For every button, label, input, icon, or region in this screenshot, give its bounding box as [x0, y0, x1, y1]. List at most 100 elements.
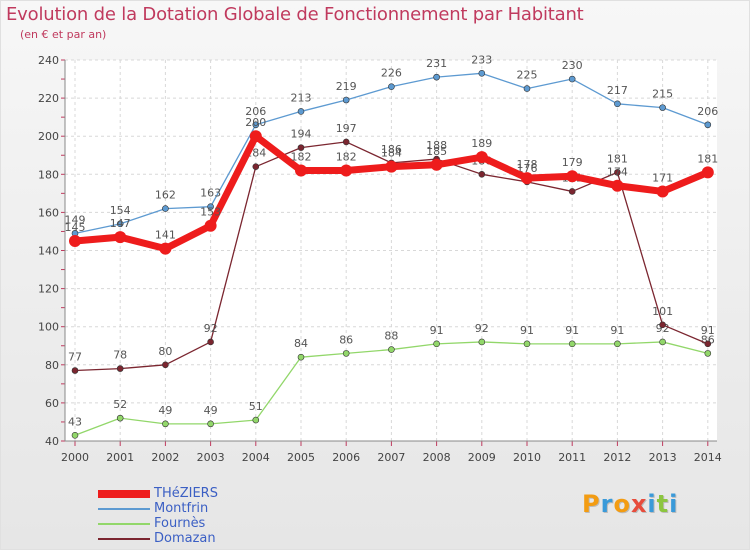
data-point-domazan [614, 169, 621, 176]
data-point-fournès [523, 340, 531, 348]
legend-label: Montfrin [154, 501, 209, 516]
data-label-montfrin: 230 [562, 59, 583, 72]
data-label-montfrin: 154 [110, 204, 131, 217]
data-point-fournès [162, 420, 169, 428]
data-point-montfrin [659, 104, 666, 111]
legend-label: Domazan [154, 531, 216, 546]
data-point-domazan [478, 171, 486, 178]
data-label-théziers: 200 [245, 116, 266, 129]
data-label-domazan: 78 [113, 349, 127, 362]
y-tick-label: 240 [38, 54, 59, 67]
data-label-fournès: 91 [430, 324, 444, 337]
data-label-théziers: 182 [291, 150, 312, 163]
data-point-théziers [159, 242, 172, 255]
data-point-montfrin [162, 205, 169, 212]
data-point-théziers [340, 164, 353, 177]
x-tick-label: 2005 [287, 451, 315, 464]
data-label-fournès: 92 [475, 322, 489, 335]
data-label-théziers: 147 [110, 217, 131, 230]
data-point-théziers [69, 234, 81, 247]
data-label-domazan: 80 [158, 345, 172, 358]
data-label-fournès: 49 [158, 404, 172, 417]
data-label-domazan: 194 [291, 128, 312, 141]
data-label-domazan: 197 [336, 122, 357, 135]
y-tick-label: 60 [45, 397, 59, 410]
x-tick-label: 2014 [694, 451, 722, 464]
data-point-théziers [611, 179, 624, 192]
x-tick-label: 2001 [106, 451, 134, 464]
y-tick-label: 200 [38, 130, 59, 143]
y-tick-label: 100 [38, 321, 59, 334]
data-label-théziers: 171 [652, 171, 673, 184]
y-tick-label: 140 [38, 245, 59, 258]
data-label-montfrin: 217 [607, 84, 628, 97]
x-tick-label: 2004 [242, 451, 270, 464]
data-label-montfrin: 225 [517, 69, 538, 82]
data-label-montfrin: 163 [200, 187, 221, 200]
data-label-fournès: 91 [520, 324, 534, 337]
data-point-domazan [704, 340, 712, 348]
legend-swatch [98, 538, 150, 540]
data-point-théziers [295, 164, 307, 177]
data-label-domazan: 181 [607, 152, 628, 165]
data-point-fournès [478, 338, 486, 346]
data-label-théziers: 182 [336, 150, 357, 163]
x-tick-label: 2010 [513, 451, 541, 464]
data-label-domazan: 101 [652, 305, 673, 318]
data-point-domazan [342, 138, 350, 146]
x-tick-label: 2008 [423, 451, 451, 464]
data-label-montfrin: 219 [336, 80, 357, 93]
data-label-fournès: 88 [384, 330, 398, 343]
x-tick-label: 2000 [61, 451, 89, 464]
logo-letter: P [582, 490, 601, 518]
data-point-théziers [566, 170, 579, 183]
data-label-théziers: 141 [155, 229, 176, 242]
data-point-domazan [71, 367, 79, 374]
x-tick-label: 2007 [377, 451, 405, 464]
legend-label: THéZIERS [154, 486, 218, 501]
x-tick-label: 2013 [649, 451, 677, 464]
data-point-montfrin [478, 70, 486, 77]
data-point-fournès [614, 340, 621, 348]
data-point-théziers [249, 130, 262, 143]
data-point-domazan [297, 144, 305, 151]
logo-letter: i [647, 490, 657, 518]
data-label-fournès: 86 [339, 333, 353, 346]
data-point-montfrin [116, 220, 124, 228]
data-label-domazan: 91 [701, 324, 715, 337]
data-point-domazan [116, 365, 124, 372]
data-point-théziers [701, 166, 714, 179]
data-point-domazan [659, 321, 666, 329]
data-point-fournès [71, 431, 79, 439]
legend-label: Fournès [154, 516, 206, 531]
data-point-fournès [207, 420, 214, 428]
data-point-domazan [162, 361, 169, 369]
data-point-fournès [342, 350, 350, 357]
data-label-domazan: 77 [68, 351, 82, 364]
x-tick-label: 2006 [332, 451, 360, 464]
data-label-domazan: 188 [426, 139, 447, 152]
data-point-théziers [521, 172, 533, 185]
legend-swatch [98, 523, 150, 525]
y-tick-label: 220 [38, 92, 59, 105]
data-label-montfrin: 206 [245, 105, 266, 118]
data-point-théziers [114, 231, 127, 244]
data-point-montfrin [342, 96, 350, 104]
data-label-domazan: 186 [381, 143, 402, 156]
logo-letter: r [600, 490, 614, 518]
data-label-théziers: 153 [200, 206, 221, 219]
data-point-domazan [207, 338, 214, 346]
data-point-domazan [252, 163, 260, 170]
data-label-domazan: 176 [517, 162, 538, 175]
logo-letter: x [630, 490, 648, 518]
data-label-montfrin: 215 [652, 88, 673, 101]
data-point-théziers [204, 219, 217, 232]
data-point-fournès [433, 340, 440, 348]
data-point-théziers [430, 158, 443, 171]
data-label-théziers: 185 [426, 145, 447, 158]
chart-title: Evolution de la Dotation Globale de Fonc… [6, 4, 584, 25]
x-tick-label: 2003 [197, 451, 225, 464]
data-label-fournès: 49 [204, 404, 218, 417]
data-label-domazan: 92 [204, 322, 218, 335]
